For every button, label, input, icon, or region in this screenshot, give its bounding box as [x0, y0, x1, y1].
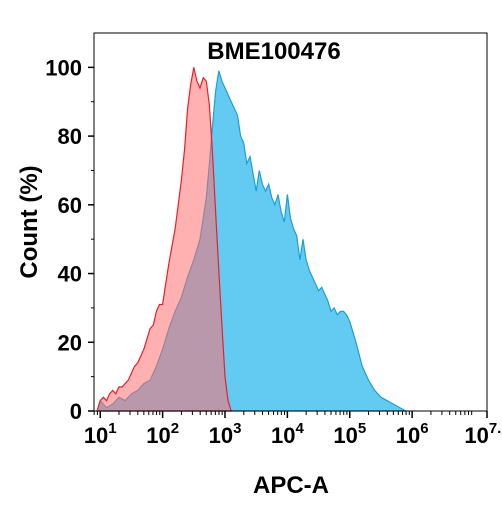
y-axis-label: Count (%): [16, 165, 43, 278]
x-tick-label: 106: [396, 420, 429, 448]
x-tick-label: 105: [333, 420, 366, 448]
x-tick-label: 101: [84, 420, 117, 448]
axes-layer: 0 20 40 60 80 100 101 102 103 104 105 106 107.2: [45, 55, 502, 448]
x-tick-label: 103: [209, 420, 242, 448]
x-tick-label: 104: [271, 420, 304, 448]
x-axis-label: APC-A: [253, 472, 329, 499]
y-tick-label: 20: [58, 330, 82, 355]
x-tick-label: 102: [146, 420, 179, 448]
y-tick-label: 0: [70, 399, 82, 424]
y-tick-label: 100: [45, 55, 82, 80]
chart-title: BME100476: [207, 38, 340, 65]
y-tick-label: 80: [58, 124, 82, 149]
plot-frame: [93, 32, 488, 412]
x-tick-label: 107.2: [464, 420, 502, 448]
y-tick-label: 60: [58, 193, 82, 218]
y-tick-label: 40: [58, 262, 82, 287]
series-layer: [96, 67, 407, 412]
histogram-series-2: [96, 67, 233, 412]
